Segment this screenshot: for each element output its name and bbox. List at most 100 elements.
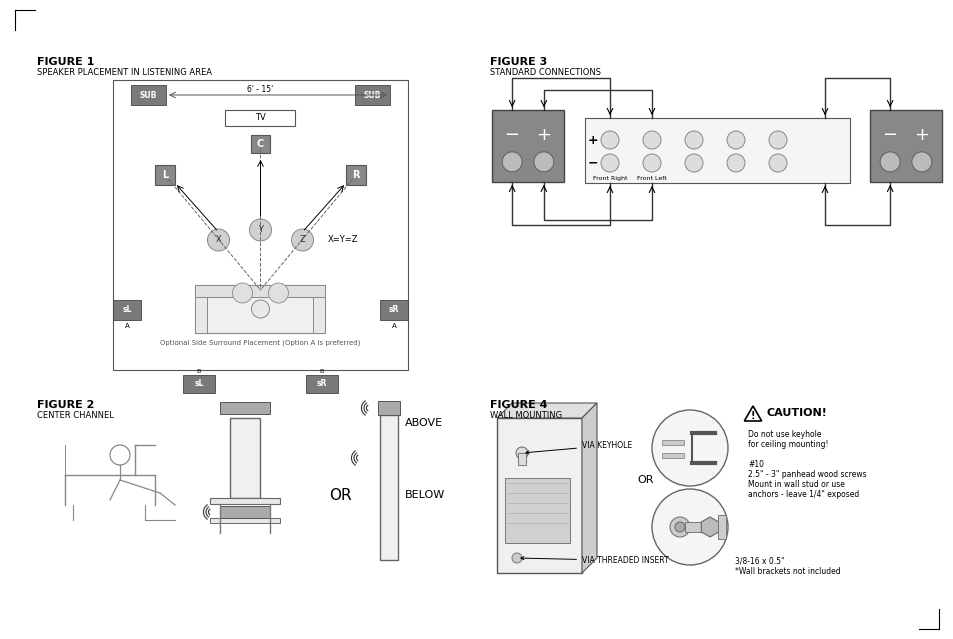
Bar <box>497 418 581 573</box>
Polygon shape <box>497 403 597 418</box>
Text: VIA KEYHOLE: VIA KEYHOLE <box>525 441 632 454</box>
Text: SUB: SUB <box>363 91 381 100</box>
Text: sL: sL <box>122 305 132 314</box>
Bar <box>314 297 325 333</box>
Bar <box>210 518 280 523</box>
Bar <box>584 118 849 183</box>
Text: X=Y=Z: X=Y=Z <box>327 236 357 245</box>
Text: Y: Y <box>257 226 263 235</box>
Circle shape <box>250 219 272 241</box>
Text: TV: TV <box>254 114 266 123</box>
Circle shape <box>252 300 269 318</box>
Text: 6' - 15': 6' - 15' <box>247 85 274 94</box>
Text: !: ! <box>750 411 755 421</box>
Polygon shape <box>581 403 597 573</box>
Bar <box>195 285 325 333</box>
Circle shape <box>642 131 660 149</box>
Text: FIGURE 3: FIGURE 3 <box>490 57 547 67</box>
Circle shape <box>726 131 744 149</box>
Bar <box>220 402 270 414</box>
Text: A: A <box>125 323 130 329</box>
Text: 3/8-16 x 0.5": 3/8-16 x 0.5" <box>734 557 783 566</box>
Text: sL: sL <box>194 380 204 389</box>
Text: for ceiling mounting!: for ceiling mounting! <box>747 440 827 449</box>
Bar <box>517 453 525 465</box>
Text: B: B <box>319 369 324 374</box>
Circle shape <box>911 152 931 172</box>
Bar <box>492 110 563 182</box>
Bar <box>195 297 208 333</box>
Text: VIA THREADED INSERT: VIA THREADED INSERT <box>520 556 668 565</box>
Text: *Wall brackets not included: *Wall brackets not included <box>734 567 840 576</box>
Circle shape <box>501 152 521 172</box>
Text: 2.5" - 3" panhead wood screws: 2.5" - 3" panhead wood screws <box>747 470 865 479</box>
Text: sR: sR <box>316 380 327 389</box>
Circle shape <box>233 283 253 303</box>
Circle shape <box>516 447 527 459</box>
Circle shape <box>651 489 727 565</box>
Circle shape <box>726 154 744 172</box>
Bar <box>306 375 337 393</box>
Text: A: A <box>392 323 395 329</box>
Circle shape <box>684 154 702 172</box>
Circle shape <box>600 131 618 149</box>
Circle shape <box>208 229 230 251</box>
Text: Front Left: Front Left <box>637 176 666 181</box>
Text: sR: sR <box>389 305 398 314</box>
Text: +: + <box>536 126 551 144</box>
Text: ABOVE: ABOVE <box>405 418 442 428</box>
Text: Optional Side Surround Placement (Option A is preferred): Optional Side Surround Placement (Option… <box>160 340 360 346</box>
Text: L: L <box>162 170 168 180</box>
Text: FIGURE 1: FIGURE 1 <box>37 57 94 67</box>
Bar <box>112 80 408 370</box>
Bar <box>131 85 166 105</box>
Text: +: + <box>913 126 928 144</box>
Text: Z: Z <box>299 236 305 245</box>
Text: FIGURE 2: FIGURE 2 <box>37 400 94 410</box>
Text: SPEAKER PLACEMENT IN LISTENING AREA: SPEAKER PLACEMENT IN LISTENING AREA <box>37 68 212 77</box>
Circle shape <box>292 229 314 251</box>
Bar <box>379 300 408 320</box>
Bar <box>183 375 214 393</box>
Bar <box>504 478 569 543</box>
Text: FIGURE 4: FIGURE 4 <box>490 400 547 410</box>
Bar <box>220 506 270 518</box>
Text: −: − <box>504 126 519 144</box>
Bar <box>225 110 295 126</box>
Text: #10: #10 <box>747 460 763 469</box>
Circle shape <box>512 553 521 563</box>
Circle shape <box>642 154 660 172</box>
Text: OR: OR <box>638 475 654 485</box>
Circle shape <box>880 152 900 172</box>
Text: Do not use keyhole: Do not use keyhole <box>747 430 821 439</box>
Circle shape <box>268 283 288 303</box>
Text: Mount in wall stud or use: Mount in wall stud or use <box>747 480 844 489</box>
Bar <box>869 110 941 182</box>
Text: WALL MOUNTING: WALL MOUNTING <box>490 411 561 420</box>
Bar <box>195 285 325 297</box>
Text: B: B <box>196 369 201 374</box>
Text: BELOW: BELOW <box>405 490 445 500</box>
Text: CENTER CHANNEL: CENTER CHANNEL <box>37 411 113 420</box>
Text: Front Right: Front Right <box>592 176 626 181</box>
Text: SUB: SUB <box>140 91 157 100</box>
Bar <box>210 498 280 504</box>
Bar <box>377 401 399 415</box>
Text: R: R <box>352 170 359 180</box>
Circle shape <box>534 152 554 172</box>
Circle shape <box>600 154 618 172</box>
Bar <box>379 415 397 560</box>
Circle shape <box>768 131 786 149</box>
Text: anchors - leave 1/4" exposed: anchors - leave 1/4" exposed <box>747 490 859 499</box>
Circle shape <box>684 131 702 149</box>
Circle shape <box>675 522 684 532</box>
Bar <box>661 453 683 458</box>
Bar <box>661 440 683 445</box>
Circle shape <box>669 517 689 537</box>
Text: −: − <box>587 157 598 169</box>
Circle shape <box>768 154 786 172</box>
Bar <box>355 85 390 105</box>
Text: C: C <box>256 139 264 149</box>
Text: OR: OR <box>329 488 351 502</box>
Text: CAUTION!: CAUTION! <box>766 408 827 418</box>
